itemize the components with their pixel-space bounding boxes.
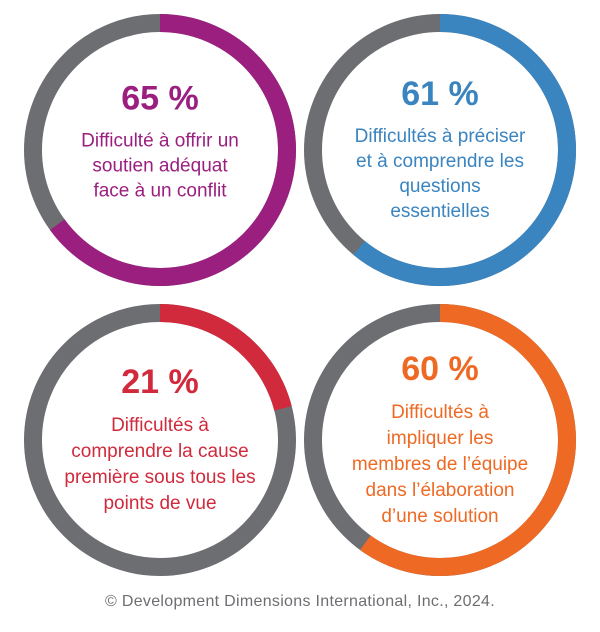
donut-charts: 65 % Difficulté à offrir un soutien adéqua… (24, 14, 576, 576)
label-line: d’une solution (381, 506, 498, 527)
label-line: face à un conflit (93, 181, 227, 202)
donut-chart-4: 60 % Difficultés à impliquer les membres de… (304, 304, 576, 576)
label-line: première sous tous les (64, 467, 255, 488)
label-line: soutien adéquat (92, 156, 228, 177)
donut-value-arc (49, 14, 296, 286)
label-line: et à comprendre les (356, 151, 524, 172)
label-line: Difficultés à préciser (355, 126, 526, 147)
copyright-caption: © Development Dimensions International, … (105, 593, 495, 610)
label-line: dans l’élaboration (366, 480, 515, 501)
label-line: Difficultés à (111, 415, 209, 436)
label-line: membres de l’équipe (352, 454, 528, 475)
percentage-value: 21 % (121, 363, 199, 401)
donut-value-arc (360, 304, 576, 576)
donut-value-arc (353, 14, 576, 286)
label-line: points de vue (103, 493, 216, 514)
label-line: impliquer les (387, 428, 494, 449)
percentage-value: 61 % (401, 75, 479, 113)
label-line: comprendre la cause (71, 441, 248, 462)
label-line: Difficultés à (391, 402, 489, 423)
donut-chart-2: 61 % Difficultés à préciser et à comprendr… (304, 14, 576, 286)
donut-chart-3: 21 % Difficultés à comprendre la cause prem… (24, 304, 296, 576)
donut-chart-1: 65 % Difficulté à offrir un soutien adéqua… (24, 14, 296, 286)
label-line: Difficulté à offrir un (81, 131, 239, 152)
label-line: questions (399, 176, 480, 197)
label-line: essentielles (390, 201, 489, 222)
percentage-value: 65 % (121, 79, 199, 117)
donut-value-arc (159, 304, 292, 411)
percentage-value: 60 % (401, 350, 479, 388)
